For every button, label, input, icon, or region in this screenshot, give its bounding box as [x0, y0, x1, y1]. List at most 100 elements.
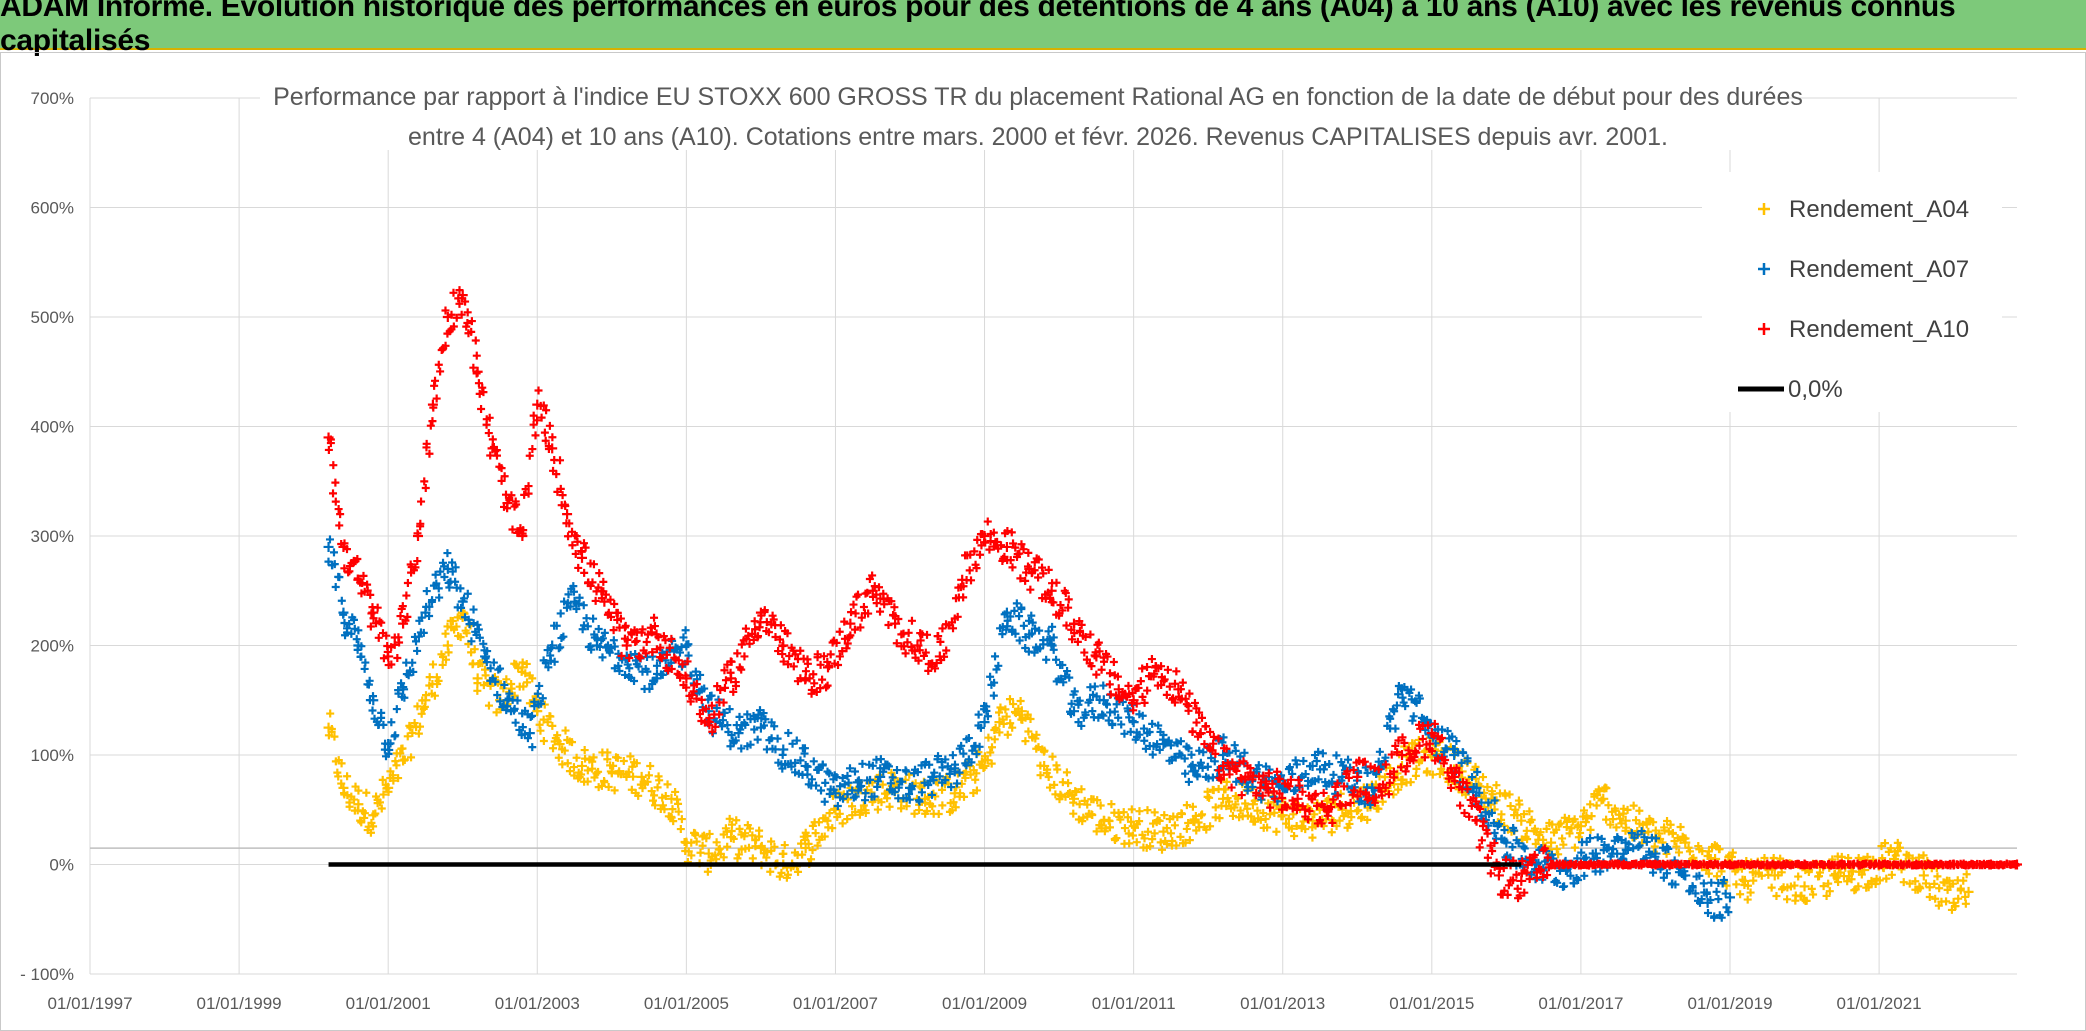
data-point: [1629, 801, 1638, 810]
data-point-anchor: [1680, 870, 1691, 881]
data-point: [1863, 852, 1872, 861]
data-point: [1577, 848, 1586, 857]
data-point: [565, 767, 574, 776]
data-point: [1021, 737, 1030, 746]
data-point: [1206, 727, 1215, 736]
data-point: [1371, 793, 1380, 802]
data-point: [915, 806, 924, 815]
data-point: [1143, 806, 1152, 815]
data-point: [575, 593, 584, 602]
data-point: [598, 634, 607, 643]
data-point: [849, 600, 858, 609]
data-point: [779, 849, 788, 858]
data-point: [1307, 778, 1316, 787]
data-point-anchor: [1799, 881, 1810, 892]
data-point: [1150, 808, 1159, 817]
data-point: [648, 648, 657, 657]
data-point: [571, 549, 580, 558]
data-point-anchor: [398, 684, 409, 695]
data-point: [1697, 895, 1706, 904]
data-point-anchor: [1598, 793, 1609, 804]
data-point: [816, 660, 825, 669]
data-point: [475, 633, 484, 642]
data-point: [606, 595, 615, 604]
data-point: [334, 772, 343, 781]
data-point-anchor: [1575, 859, 1586, 870]
data-point: [658, 801, 667, 810]
data-point: [744, 631, 753, 640]
data-point-anchor: [1158, 826, 1169, 837]
data-point: [1209, 739, 1218, 748]
data-point: [448, 558, 457, 567]
data-point-anchor: [517, 531, 528, 541]
data-point: [1760, 853, 1769, 862]
data-point-anchor: [1762, 859, 1773, 870]
data-point: [1272, 827, 1281, 836]
data-point: [964, 734, 973, 743]
data-point: [1081, 632, 1090, 641]
data-point: [729, 687, 738, 696]
data-point: [432, 579, 441, 588]
data-point: [732, 816, 741, 825]
data-point: [482, 420, 491, 429]
data-point: [1181, 769, 1190, 778]
data-point: [1619, 849, 1628, 858]
data-point: [843, 771, 852, 780]
data-point: [1794, 872, 1803, 881]
data-point: [510, 691, 519, 700]
data-point: [1570, 815, 1579, 824]
data-point: [1062, 621, 1071, 630]
data-point: [630, 676, 639, 685]
data-point: [624, 768, 633, 777]
data-point: [523, 678, 532, 687]
data-point: [398, 744, 407, 753]
data-point-anchor: [353, 640, 364, 651]
data-point: [720, 666, 729, 675]
data-point-anchor: [480, 651, 491, 662]
data-point: [725, 705, 734, 714]
data-point: [924, 781, 933, 790]
data-point: [647, 787, 656, 796]
data-point-anchor: [1218, 793, 1229, 804]
data-point: [331, 478, 340, 487]
data-point-anchor: [398, 618, 409, 629]
data-point: [1887, 870, 1896, 879]
data-point: [1344, 755, 1353, 764]
data-point: [1285, 782, 1294, 791]
data-point: [890, 603, 899, 612]
data-point: [673, 644, 682, 653]
x-tick-label: 01/01/2009: [942, 994, 1027, 1013]
data-point: [393, 654, 402, 663]
data-point: [1527, 815, 1536, 824]
data-point: [583, 622, 592, 631]
data-point: [413, 702, 422, 711]
data-point: [966, 550, 975, 559]
data-point: [505, 689, 514, 698]
data-point: [1077, 721, 1086, 730]
data-point: [1597, 834, 1606, 843]
data-point: [1394, 785, 1403, 794]
data-point: [807, 685, 816, 694]
data-point: [603, 755, 612, 764]
data-point: [402, 591, 411, 600]
x-tick-label: 01/01/2017: [1538, 994, 1623, 1013]
data-point: [395, 638, 404, 647]
data-point: [1143, 662, 1152, 671]
data-point: [455, 299, 464, 308]
data-point-anchor: [1240, 771, 1251, 782]
data-point: [634, 662, 643, 671]
legend-label: Rendement_A07: [1789, 256, 1969, 283]
data-point: [600, 776, 609, 785]
data-point: [809, 670, 818, 679]
data-point: [510, 704, 519, 713]
data-point: [667, 634, 676, 643]
data-point: [580, 568, 589, 577]
data-point: [855, 810, 864, 819]
data-point: [898, 777, 907, 786]
data-point: [496, 697, 505, 706]
data-point: [1749, 876, 1758, 885]
data-point: [925, 760, 934, 769]
data-point: [1567, 824, 1576, 833]
data-point: [1050, 780, 1059, 789]
data-point-anchor: [353, 574, 364, 585]
